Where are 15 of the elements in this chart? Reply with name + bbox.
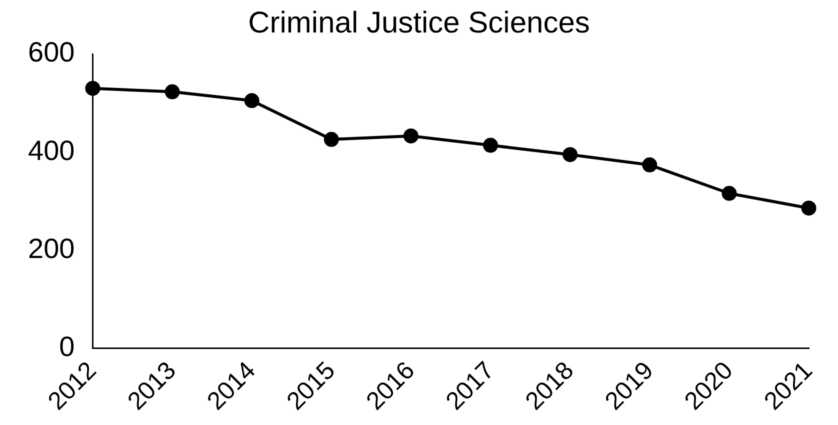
point	[244, 93, 260, 108]
chart-title: Criminal Justice Sciences	[248, 6, 590, 40]
point	[642, 157, 658, 172]
point	[801, 200, 816, 216]
point	[722, 186, 737, 201]
y-tick-label: 200	[28, 233, 75, 264]
point	[483, 138, 498, 153]
y-tick-label: 400	[28, 134, 75, 166]
point	[324, 132, 339, 147]
y-tick-label: 0	[59, 331, 75, 362]
y-tick-label: 600	[28, 36, 75, 68]
point	[164, 84, 180, 100]
point	[562, 147, 578, 162]
point	[85, 80, 100, 96]
point	[403, 128, 418, 144]
